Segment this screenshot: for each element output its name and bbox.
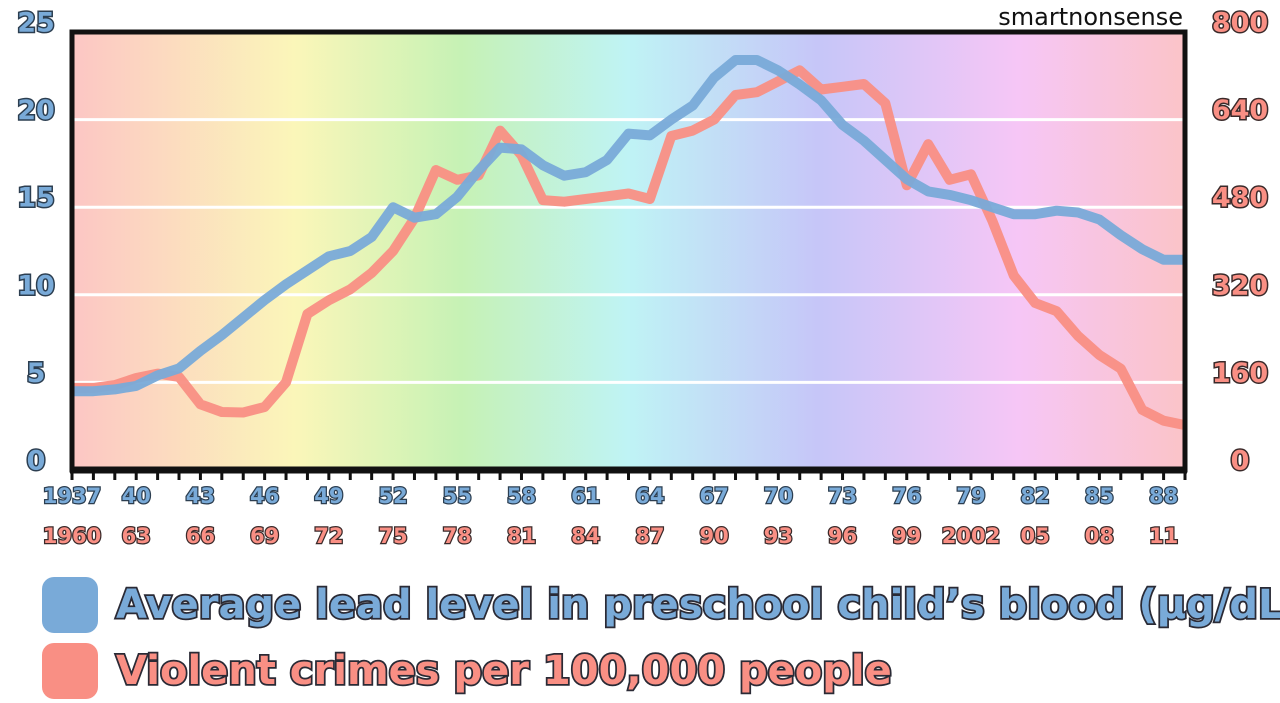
y-tick-label: 20 xyxy=(17,95,55,126)
x2-tick-label: 87 xyxy=(635,524,664,548)
x-tick-label: 76 xyxy=(892,484,921,508)
legend-swatch xyxy=(42,643,98,699)
y2-tick-label: 320 xyxy=(1212,270,1268,301)
x-tick-label: 49 xyxy=(314,484,343,508)
x2-tick-label: 84 xyxy=(571,524,600,548)
x-tick-label: 88 xyxy=(1149,484,1178,508)
x2-tick-label: 90 xyxy=(699,524,728,548)
plot-background xyxy=(72,32,1185,470)
x-tick-label: 43 xyxy=(186,484,215,508)
y2-tick-label: 0 xyxy=(1231,446,1250,477)
x-tick-label: 52 xyxy=(378,484,407,508)
y2-tick-label: 480 xyxy=(1212,183,1268,214)
series-line xyxy=(72,65,1187,430)
y-tick-label: 5 xyxy=(27,358,46,389)
y2-tick-label: 160 xyxy=(1212,358,1268,389)
y2-tick-label: 800 xyxy=(1212,8,1268,39)
x2-tick-label: 96 xyxy=(828,524,857,548)
x2-tick-label: 2002 xyxy=(942,524,1000,548)
x-tick-label: 40 xyxy=(122,484,151,508)
legend-label: Violent crimes per 100,000 people xyxy=(116,648,892,694)
x2-tick-label: 05 xyxy=(1021,524,1050,548)
series-line xyxy=(72,55,1185,397)
x2-tick-label: 72 xyxy=(314,524,343,548)
x-tick-label: 79 xyxy=(956,484,985,508)
x-tick-label: 55 xyxy=(443,484,472,508)
x2-tick-label: 63 xyxy=(122,524,151,548)
watermark: smartnonsense xyxy=(998,3,1183,31)
y-tick-label: 25 xyxy=(17,8,55,39)
x2-tick-label: 11 xyxy=(1149,524,1178,548)
x2-tick-label: 93 xyxy=(764,524,793,548)
x-tick-label: 73 xyxy=(828,484,857,508)
x-tick-label: 85 xyxy=(1085,484,1114,508)
x2-tick-label: 1960 xyxy=(43,524,101,548)
x2-tick-label: 78 xyxy=(443,524,472,548)
x-tick-label: 82 xyxy=(1021,484,1050,508)
x-tick-label: 58 xyxy=(507,484,536,508)
x2-tick-label: 99 xyxy=(892,524,921,548)
x-tick-label: 61 xyxy=(571,484,600,508)
x-tick-label: 70 xyxy=(764,484,793,508)
x2-tick-label: 66 xyxy=(186,524,215,548)
y-tick-label: 15 xyxy=(17,183,55,214)
x-tick-label: 46 xyxy=(250,484,279,508)
legend-swatch xyxy=(42,577,98,633)
x-tick-label: 64 xyxy=(635,484,664,508)
x2-tick-label: 81 xyxy=(507,524,536,548)
x2-tick-label: 08 xyxy=(1085,524,1114,548)
y-tick-label: 0 xyxy=(27,446,46,477)
legend-label: Average lead level in preschool child’s … xyxy=(116,582,1280,628)
y-tick-label: 10 xyxy=(17,270,55,301)
x-tick-label: 1937 xyxy=(43,484,101,508)
y2-tick-label: 640 xyxy=(1212,95,1268,126)
x-tick-label: 67 xyxy=(699,484,728,508)
x2-tick-label: 75 xyxy=(378,524,407,548)
x2-tick-label: 69 xyxy=(250,524,279,548)
